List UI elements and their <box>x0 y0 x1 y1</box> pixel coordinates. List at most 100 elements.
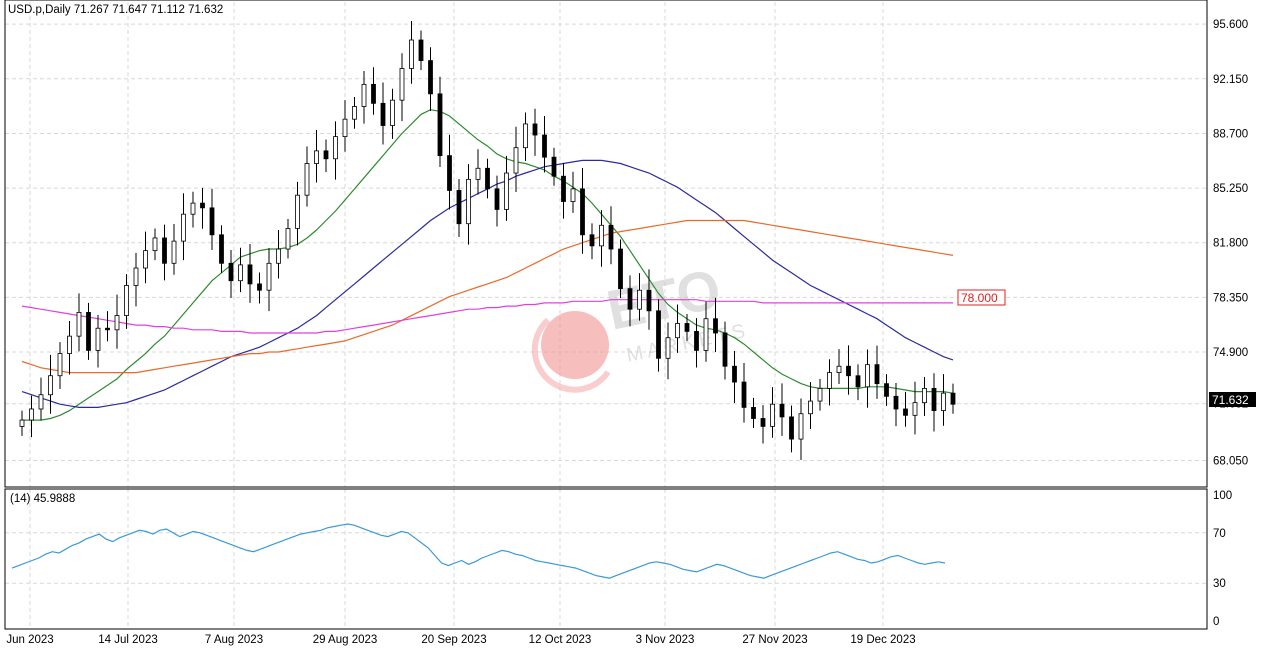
candle-body <box>580 188 585 236</box>
candle-body <box>257 283 262 291</box>
candle-body <box>513 147 519 174</box>
candle-body <box>713 318 718 334</box>
current-price-label: 71.632 <box>1212 393 1249 407</box>
candle <box>903 391 908 427</box>
candle <box>570 171 576 213</box>
ma-short-line <box>22 109 954 421</box>
candle-body <box>779 403 785 418</box>
candle <box>532 108 538 156</box>
candle-body <box>722 332 728 367</box>
price-tick-label: 74.900 <box>1213 347 1248 359</box>
candle-body <box>684 323 690 332</box>
candle <box>390 88 395 139</box>
candle <box>466 164 471 245</box>
candle <box>608 206 614 265</box>
moving-average-lines <box>21 109 954 421</box>
time-tick-label: 27 Nov 2023 <box>742 634 807 646</box>
candle-body <box>646 289 652 312</box>
candle <box>627 275 633 327</box>
candle <box>190 191 196 228</box>
candle <box>38 377 44 421</box>
candle <box>285 218 291 259</box>
candle <box>361 71 367 124</box>
candle <box>665 322 671 380</box>
candle-body <box>209 207 215 236</box>
candle <box>770 387 775 438</box>
time-tick-label: 14 Jul 2023 <box>98 634 157 646</box>
candle-body <box>361 83 367 107</box>
candle-body <box>874 364 880 385</box>
candle <box>399 53 405 122</box>
rsi-header: (14) 45.9888 <box>10 493 75 505</box>
ma-long-line <box>21 219 954 374</box>
candle-body <box>247 264 253 285</box>
candle-body <box>570 188 576 202</box>
candle-body <box>38 394 44 410</box>
candle <box>865 349 870 408</box>
candle <box>29 395 34 438</box>
candle-body <box>437 93 443 157</box>
candle-body <box>618 248 623 290</box>
candle-body <box>390 99 395 126</box>
candle-body <box>133 267 139 286</box>
rsi-series-line <box>11 523 946 579</box>
candle-body <box>599 224 604 247</box>
price-tick-label: 68.050 <box>1213 455 1248 467</box>
candle-body <box>656 310 661 359</box>
candle-body <box>418 39 424 61</box>
candle-body <box>171 240 177 264</box>
candle-body <box>855 375 861 388</box>
candle <box>418 30 424 71</box>
candle <box>219 225 224 273</box>
rsi-tick-label: 100 <box>1213 490 1232 502</box>
candle-body <box>219 234 224 264</box>
candle-body <box>542 134 547 158</box>
candle <box>675 304 680 353</box>
candle-body <box>475 167 481 180</box>
candle <box>523 112 528 161</box>
candle-body <box>494 188 500 210</box>
main-pane-frame <box>4 0 1208 488</box>
candle <box>143 231 148 284</box>
candle <box>646 269 652 330</box>
candle-body <box>352 106 357 120</box>
candle-body <box>48 375 53 396</box>
candle <box>152 228 158 261</box>
candle <box>323 139 329 173</box>
candle <box>247 243 253 303</box>
rsi-tick-label: 70 <box>1213 528 1226 540</box>
candle-body <box>29 408 34 421</box>
candle-body <box>504 172 509 210</box>
candle-body <box>922 387 927 404</box>
candle <box>551 147 557 186</box>
price-tick-label: 81.800 <box>1213 238 1248 250</box>
candle-body <box>304 163 310 196</box>
candle <box>76 293 82 352</box>
candle <box>19 410 25 436</box>
candle-body <box>770 403 775 427</box>
ma-magenta-line <box>21 299 953 334</box>
candle-body <box>551 156 557 177</box>
candle <box>485 158 490 199</box>
candle-body <box>238 264 243 282</box>
price-tick-label: 78.350 <box>1213 292 1248 304</box>
candle <box>437 76 443 168</box>
candle <box>703 301 709 362</box>
candle <box>874 345 880 399</box>
candle-body <box>523 123 528 149</box>
candle <box>371 67 376 115</box>
candle <box>67 320 72 375</box>
level-label: 78.000 <box>961 291 998 305</box>
candle <box>808 382 813 429</box>
candle-body <box>694 330 699 351</box>
candle <box>542 116 547 173</box>
candle <box>513 126 519 193</box>
candle-body <box>884 383 889 397</box>
candle <box>105 311 110 342</box>
time-tick-label: 12 Oct 2023 <box>529 634 592 646</box>
time-tick-label: 20 Sep 2023 <box>421 634 486 646</box>
candle-body <box>190 202 196 215</box>
candle-body <box>817 387 823 402</box>
candle-body <box>276 248 281 264</box>
